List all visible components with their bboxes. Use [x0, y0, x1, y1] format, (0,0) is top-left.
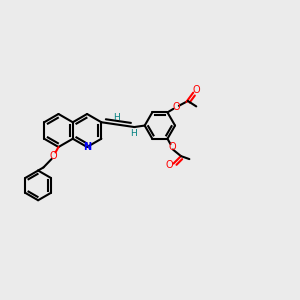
- Text: O: O: [168, 142, 176, 152]
- Text: O: O: [192, 85, 200, 95]
- Text: O: O: [49, 151, 57, 161]
- Text: H: H: [114, 113, 120, 122]
- Text: N: N: [83, 142, 91, 152]
- Text: O: O: [172, 102, 180, 112]
- Text: O: O: [166, 160, 173, 170]
- Text: H: H: [130, 129, 137, 138]
